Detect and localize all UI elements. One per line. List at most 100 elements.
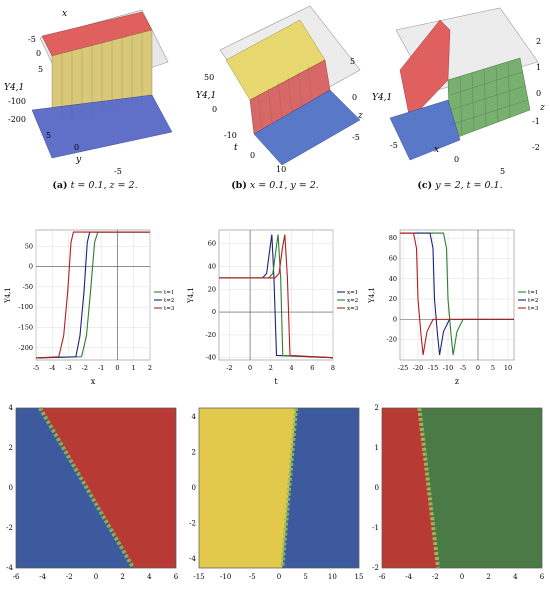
x-tick-label: -15 [428,364,438,372]
x-tick-label: -6 [379,573,386,581]
line-chart-z: -25 -20 -15 -10 -5 0 5 10 80 60 40 20 0 -20 t=1 t=2 t=3 z… [368,229,539,386]
axis-label-z-b: z [357,111,363,121]
legend-label: x=3 [347,306,359,312]
legend-label: t=2 [164,298,174,304]
y-tick-label: 0 [212,308,216,316]
y-tick-label: -20 [387,336,397,344]
svg-text:-1: -1 [532,117,540,126]
wave-front [280,407,299,569]
x-tick-label: -20 [413,364,423,372]
y-tick-label: 60 [389,254,397,262]
x-axis-label: t [274,377,278,386]
x-tick-label: -1 [98,364,104,372]
y-tick-label: 4 [9,404,14,412]
y-tick-label: 80 [389,234,397,242]
series-line-x=2 [219,234,334,359]
axis-label-t-b: t [234,143,238,153]
x-tick-label: 4 [513,573,518,581]
x-tick-label: 0 [277,573,281,581]
legend-label: x=1 [347,290,358,296]
x-tick-label: 10 [328,573,337,581]
region-high [419,408,542,568]
line-chart-x: -5 -4 -3 -2 -1 0 1 2 50 0 -50 -100 -150 -200 t=1 t=2 t=3… [4,229,175,386]
surface-left-c [399,19,451,121]
x-tick-label: -4 [405,573,412,581]
x-axis-label: z [455,377,459,386]
y-tick-label: -2 [372,564,379,572]
x-tick-label: 8 [331,364,335,372]
series-line-t=3 [400,232,514,356]
x-tick-label: -5 [460,364,466,372]
axis-label-y-a: y [75,155,82,165]
wave-front [38,406,136,570]
caption-a: (a) t = 0.1, z = 2. [52,180,138,191]
svg-text:5: 5 [500,167,505,176]
surface-floor-b [253,89,361,166]
y-tick-label: 0 [9,484,13,492]
x-tick-label: 0 [94,573,98,581]
y-tick-label: 2 [192,448,196,456]
legend-label: t=2 [528,298,538,304]
svg-text:0: 0 [536,89,541,98]
x-tick-label: 0 [476,364,480,372]
y-tick-label: 2 [9,444,13,452]
y-tick-label: 40 [389,275,397,283]
x-tick-label: 1 [132,364,136,372]
legend-label: t=3 [528,306,539,312]
svg-text:0: 0 [250,151,255,160]
svg-text:-5: -5 [352,133,360,142]
y-tick-label: 50 [25,242,33,250]
y-tick-label: -2 [189,520,196,528]
svg-text:1: 1 [536,63,541,72]
plot-frame [381,407,543,569]
axis-label-y41-c: Υ4,1 [372,93,392,103]
region-high [40,408,176,568]
x-tick-label: 2 [269,364,273,372]
series-line-x=3 [219,234,334,359]
x-tick-label: 2 [120,573,124,581]
y-tick-label: 1 [375,444,379,452]
svg-text:2: 2 [536,37,541,46]
plot-frame [35,229,151,361]
svg-text:-2: -2 [532,143,540,152]
y-axis-label: Υ4,1 [368,287,376,304]
svg-text:-5: -5 [28,35,36,44]
y-tick-label: -40 [206,354,216,362]
series-line-t=1 [400,232,514,356]
y-axis-label: Υ4,1 [187,287,195,304]
axis-label-y41-a: Υ4,1 [4,83,24,93]
x-tick-label: 5 [303,573,307,581]
x-axis-label: x [91,377,96,386]
y-tick-label: -1 [372,524,379,532]
y-tick-label: 4 [192,413,197,421]
surface-plot-b: Υ4,1 50 0 -10 t 0 10 5 0 z -5 [190,0,368,180]
x-tick-label: 15 [355,573,364,581]
x-tick-label: -3 [65,364,71,372]
svg-text:10: 10 [276,165,286,174]
svg-text:-10: -10 [224,131,237,140]
legend-label: t=1 [164,290,174,296]
x-tick-label: 5 [491,364,495,372]
y-tick-label: -4 [6,564,13,572]
y-tick-label: -100 [18,303,33,311]
x-tick-label: -5 [33,364,39,372]
series-line-t=3 [35,231,150,359]
svg-text:5: 5 [46,131,51,140]
caption-b: (b) x = 0.1, y = 2. [231,180,319,191]
x-tick-label: -2 [226,364,232,372]
y-tick-label: 0 [29,263,33,271]
y-tick-label: -200 [18,344,33,352]
x-tick-label: -2 [432,573,439,581]
y-tick-label: 20 [208,285,216,293]
y-tick-label: -20 [206,331,216,339]
plot-frame [198,407,360,569]
svg-text:0: 0 [352,93,357,102]
legend-label: x=2 [347,298,358,304]
x-tick-label: 2 [486,573,490,581]
x-tick-label: 4 [147,573,152,581]
legend-label: t=1 [528,290,538,296]
x-tick-label: -4 [39,573,46,581]
x-tick-label: -2 [82,364,88,372]
